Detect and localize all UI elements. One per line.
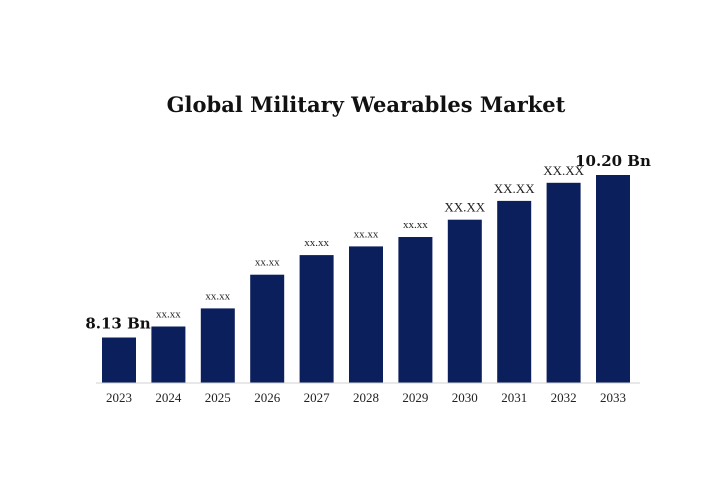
bars-layer [102,175,630,383]
bar-2030 [447,219,482,383]
x-tick-2032: 2032 [551,390,577,405]
bar-2025 [200,308,235,383]
x-tick-2031: 2031 [501,390,527,405]
x-tick-2027: 2027 [304,390,331,405]
data-label-2026: xx.xx [255,257,280,269]
bar-2024 [151,326,186,383]
bar-2033 [596,175,630,383]
data-label-2031: XX.XX [494,181,535,196]
data-label-2023: 8.13 Bn [85,315,150,333]
x-tick-2030: 2030 [452,390,478,405]
x-tick-2023: 2023 [106,390,132,405]
x-tick-2024: 2024 [155,390,182,405]
data-label-2033: 10.20 Bn [575,152,651,170]
data-label-2024: xx.xx [156,309,181,321]
bar-2031 [497,200,532,383]
data-label-2032: XX.XX [543,163,584,178]
data-label-2028: xx.xx [354,228,379,240]
x-tick-2028: 2028 [353,390,379,405]
x-tick-2029: 2029 [402,390,428,405]
x-tick-2026: 2026 [254,390,281,405]
x-tick-labels-layer: 2023 2024 2025 2026 2027 2028 2029 2030 2031 2032… [106,390,626,405]
data-label-2025: xx.xx [205,290,230,302]
data-label-2027: xx.xx [304,237,329,249]
bar-2027 [299,255,334,383]
data-label-2030: XX.XX [444,200,485,215]
bar-2028 [349,246,383,383]
x-tick-2025: 2025 [205,390,231,405]
bar-2026 [250,274,285,383]
bar-2029 [398,237,433,383]
bar-2032 [546,182,581,383]
chart-title: Global Military Wearables Market [167,92,566,117]
x-tick-2033: 2033 [600,390,626,405]
bar-2023 [102,337,136,383]
data-label-2029: xx.xx [403,219,428,231]
data-labels-layer: 8.13 Bn xx.xx xx.xx xx.xx xx.xx xx.xx xx.xx XX.… [85,152,651,333]
